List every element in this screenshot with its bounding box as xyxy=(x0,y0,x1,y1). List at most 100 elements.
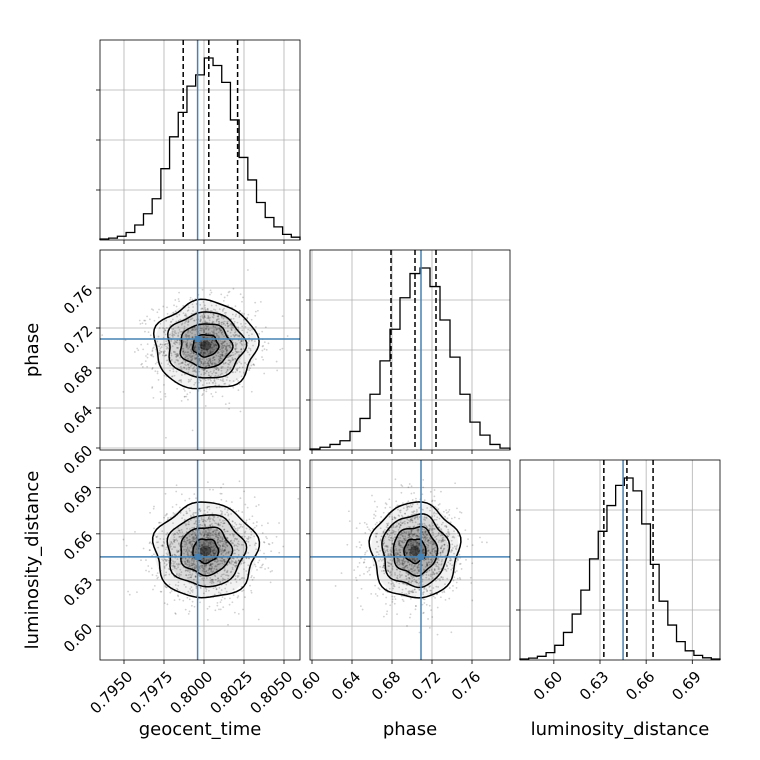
sample-point xyxy=(200,553,203,556)
sample-point xyxy=(436,633,439,636)
sample-point xyxy=(179,563,182,565)
sample-point xyxy=(433,489,436,491)
sample-point xyxy=(212,552,215,555)
sample-point xyxy=(387,570,390,573)
sample-point xyxy=(177,581,180,584)
sample-point xyxy=(206,339,208,342)
sample-point xyxy=(426,590,428,593)
sample-point xyxy=(141,322,144,325)
sample-point xyxy=(215,329,218,332)
sample-point xyxy=(160,346,163,348)
sample-point xyxy=(178,291,180,294)
sample-point xyxy=(406,583,408,586)
sample-point xyxy=(391,518,394,521)
sample-point xyxy=(191,327,194,330)
sample-point xyxy=(230,542,233,545)
sample-point xyxy=(176,594,179,597)
sample-point xyxy=(215,328,218,331)
sample-point xyxy=(167,559,170,562)
sample-point xyxy=(436,557,439,560)
sample-point xyxy=(262,563,264,566)
sample-point xyxy=(223,320,226,323)
sample-point xyxy=(433,495,436,498)
sample-point xyxy=(235,544,238,547)
sample-point xyxy=(374,593,377,595)
sample-point xyxy=(221,544,224,547)
sample-point xyxy=(187,357,189,360)
sample-point xyxy=(212,321,215,323)
sample-point xyxy=(441,534,444,537)
sample-point xyxy=(208,567,211,570)
sample-point xyxy=(403,541,406,544)
sample-point xyxy=(278,551,281,554)
sample-point xyxy=(209,534,212,537)
sample-point xyxy=(198,545,201,547)
sample-point xyxy=(183,548,186,551)
sample-point xyxy=(469,576,472,579)
sample-point xyxy=(195,529,197,532)
x-tick-label-luminosity_distance: 0.69 xyxy=(668,668,704,704)
sample-point xyxy=(209,550,212,553)
sample-point xyxy=(204,543,207,545)
sample-point xyxy=(421,574,424,577)
sample-point xyxy=(214,535,217,538)
sample-point xyxy=(232,326,234,329)
sample-point xyxy=(142,547,145,550)
sample-point xyxy=(261,564,263,567)
sample-point xyxy=(192,530,195,533)
sample-point xyxy=(248,339,250,342)
sample-point xyxy=(178,536,181,538)
sample-point xyxy=(186,560,189,563)
sample-point xyxy=(217,320,220,323)
sample-point xyxy=(175,538,178,541)
sample-point xyxy=(209,352,212,355)
sample-point xyxy=(174,613,177,615)
sample-point xyxy=(205,577,208,580)
sample-point xyxy=(241,329,244,332)
sample-point xyxy=(201,558,203,561)
sample-point xyxy=(402,537,405,540)
sample-point xyxy=(211,550,214,553)
sample-point xyxy=(214,362,217,365)
sample-point xyxy=(399,523,402,526)
sample-point xyxy=(460,568,463,570)
sample-point xyxy=(203,524,206,526)
sample-point xyxy=(212,342,215,345)
sample-point xyxy=(150,567,153,570)
sample-point xyxy=(206,537,209,540)
sample-point xyxy=(249,367,251,370)
sample-point xyxy=(405,531,408,533)
sample-point xyxy=(198,348,201,351)
sample-point xyxy=(209,532,212,534)
sample-point xyxy=(371,494,373,497)
sample-point xyxy=(162,305,165,308)
sample-point xyxy=(207,341,210,344)
sample-point xyxy=(217,542,219,544)
sample-point xyxy=(189,543,192,546)
sample-point xyxy=(187,331,189,334)
sample-point xyxy=(188,366,191,369)
sample-point xyxy=(161,530,164,533)
sample-point xyxy=(201,349,204,352)
sample-point xyxy=(182,347,185,350)
sample-point xyxy=(158,345,161,348)
sample-point xyxy=(445,526,448,528)
density-shade xyxy=(167,312,245,379)
sample-point xyxy=(162,350,165,353)
sample-point xyxy=(456,507,458,510)
sample-point xyxy=(210,362,213,365)
sample-point xyxy=(384,502,387,505)
sample-point xyxy=(183,388,185,391)
sample-point xyxy=(167,359,170,362)
sample-point xyxy=(439,534,442,537)
sample-point xyxy=(207,314,210,317)
sample-point xyxy=(232,594,235,597)
sample-point xyxy=(208,317,210,320)
sample-point xyxy=(223,522,226,524)
sample-point xyxy=(397,543,400,546)
sample-point xyxy=(198,332,201,335)
sample-point xyxy=(203,340,205,343)
sample-point xyxy=(428,626,431,629)
sample-point xyxy=(206,349,209,352)
sample-point xyxy=(151,353,153,356)
